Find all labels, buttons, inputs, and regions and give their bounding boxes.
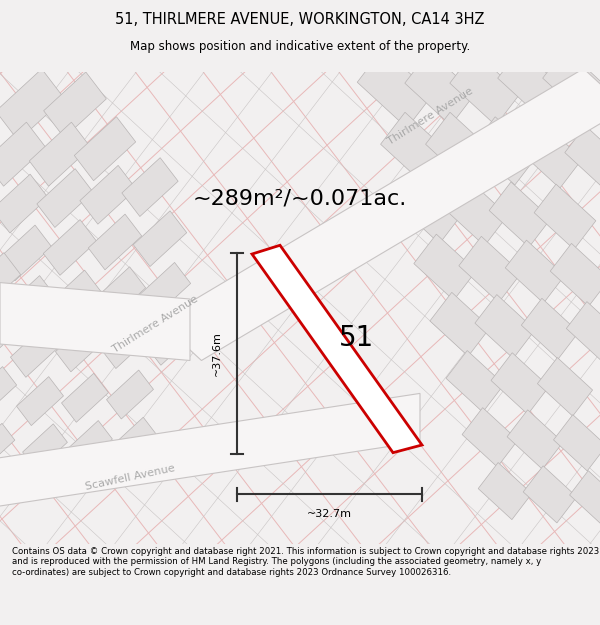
Polygon shape bbox=[542, 49, 600, 117]
Polygon shape bbox=[507, 410, 563, 469]
Polygon shape bbox=[497, 49, 562, 117]
Polygon shape bbox=[0, 253, 20, 297]
Polygon shape bbox=[0, 225, 52, 281]
Polygon shape bbox=[538, 357, 593, 416]
Polygon shape bbox=[23, 424, 67, 471]
Polygon shape bbox=[397, 174, 463, 244]
Polygon shape bbox=[49, 270, 101, 324]
Text: ~37.6m: ~37.6m bbox=[212, 331, 222, 376]
Polygon shape bbox=[4, 276, 56, 329]
Text: 51: 51 bbox=[339, 324, 374, 352]
Polygon shape bbox=[491, 352, 549, 414]
Polygon shape bbox=[158, 69, 600, 361]
Polygon shape bbox=[405, 51, 475, 126]
Text: ~32.7m: ~32.7m bbox=[307, 509, 352, 519]
Polygon shape bbox=[475, 294, 535, 358]
Polygon shape bbox=[0, 69, 64, 141]
Polygon shape bbox=[473, 117, 538, 185]
Polygon shape bbox=[380, 112, 449, 185]
Polygon shape bbox=[430, 292, 490, 356]
Polygon shape bbox=[43, 219, 97, 276]
Polygon shape bbox=[0, 174, 48, 233]
Polygon shape bbox=[505, 240, 565, 303]
Polygon shape bbox=[113, 418, 157, 464]
Polygon shape bbox=[44, 72, 106, 138]
Polygon shape bbox=[518, 120, 583, 188]
Polygon shape bbox=[88, 214, 142, 270]
Polygon shape bbox=[459, 236, 521, 302]
Text: Map shows position and indicative extent of the property.: Map shows position and indicative extent… bbox=[130, 41, 470, 53]
Polygon shape bbox=[17, 377, 64, 426]
Polygon shape bbox=[425, 112, 494, 185]
Polygon shape bbox=[489, 182, 551, 247]
Polygon shape bbox=[0, 393, 420, 508]
Polygon shape bbox=[550, 243, 600, 306]
Text: Thirlmere Avenue: Thirlmere Avenue bbox=[385, 86, 475, 146]
Polygon shape bbox=[0, 423, 15, 456]
Polygon shape bbox=[565, 126, 600, 189]
Polygon shape bbox=[450, 51, 520, 126]
Polygon shape bbox=[534, 184, 596, 249]
Text: Thirlmere Avenue: Thirlmere Avenue bbox=[110, 294, 200, 355]
Polygon shape bbox=[521, 298, 578, 359]
Polygon shape bbox=[139, 262, 191, 316]
Polygon shape bbox=[0, 367, 17, 402]
Polygon shape bbox=[252, 245, 422, 452]
Polygon shape bbox=[122, 158, 178, 216]
Polygon shape bbox=[554, 414, 600, 471]
Text: ~289m²/~0.071ac.: ~289m²/~0.071ac. bbox=[193, 188, 407, 208]
Polygon shape bbox=[523, 466, 577, 523]
Text: Contains OS data © Crown copyright and database right 2021. This information is : Contains OS data © Crown copyright and d… bbox=[12, 547, 599, 577]
Polygon shape bbox=[80, 166, 136, 224]
Polygon shape bbox=[0, 282, 190, 361]
Polygon shape bbox=[442, 177, 508, 246]
Polygon shape bbox=[100, 318, 149, 369]
Polygon shape bbox=[478, 462, 532, 519]
Polygon shape bbox=[94, 267, 146, 320]
Polygon shape bbox=[37, 169, 93, 228]
Polygon shape bbox=[74, 117, 136, 181]
Polygon shape bbox=[10, 326, 59, 378]
Polygon shape bbox=[55, 321, 104, 372]
Polygon shape bbox=[0, 309, 20, 351]
Polygon shape bbox=[145, 314, 194, 365]
Polygon shape bbox=[107, 370, 154, 419]
Polygon shape bbox=[68, 421, 112, 468]
Polygon shape bbox=[29, 122, 91, 186]
Polygon shape bbox=[566, 302, 600, 362]
Polygon shape bbox=[414, 234, 476, 300]
Polygon shape bbox=[357, 49, 433, 128]
Polygon shape bbox=[462, 408, 518, 467]
Text: Scawfell Avenue: Scawfell Avenue bbox=[84, 464, 176, 492]
Text: 51, THIRLMERE AVENUE, WORKINGTON, CA14 3HZ: 51, THIRLMERE AVENUE, WORKINGTON, CA14 3… bbox=[115, 12, 485, 27]
Polygon shape bbox=[446, 351, 504, 412]
Polygon shape bbox=[0, 122, 46, 186]
Polygon shape bbox=[569, 471, 600, 524]
Polygon shape bbox=[62, 373, 109, 423]
Polygon shape bbox=[133, 211, 187, 266]
